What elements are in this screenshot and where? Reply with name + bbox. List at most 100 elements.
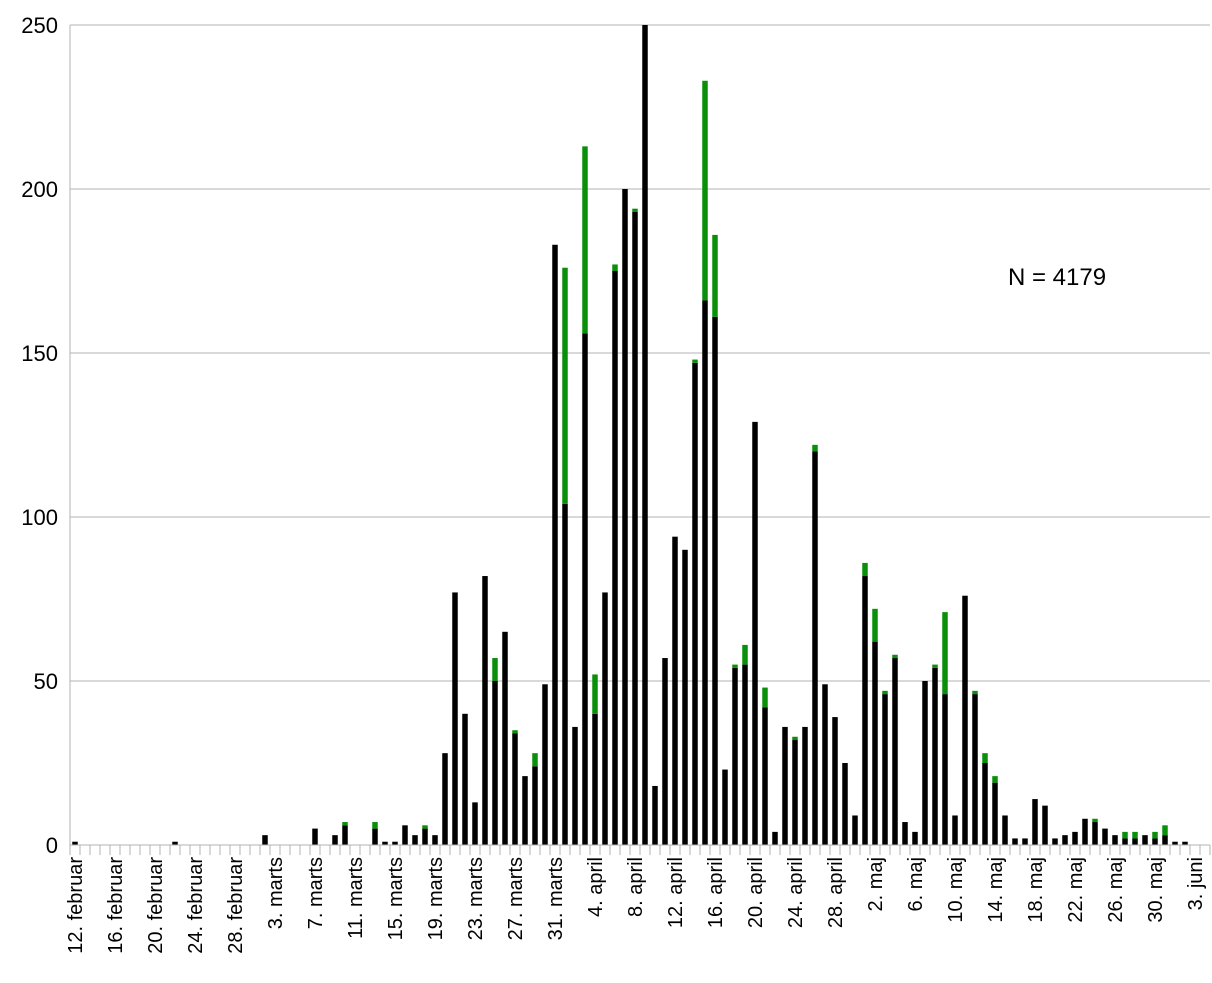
bar-base-segment [482,576,488,845]
bar-base-segment [372,828,378,845]
bar-base-segment [612,271,618,845]
x-tick-label: 22. maj [1065,857,1087,923]
y-tick-label: 100 [21,505,58,530]
bar-base-segment [962,595,968,845]
bar-base-segment [982,763,988,845]
bar-base-segment [312,828,318,845]
bar-base-segment [762,707,768,845]
bar-base-segment [1012,838,1018,845]
bar-base-segment [1042,805,1048,845]
bar-base-segment [542,684,548,845]
x-tick-label: 12. februar [65,857,87,954]
x-tick-label: 23. marts [465,857,487,940]
bar-base-segment [452,592,458,845]
bar-top-segment [512,730,518,734]
bar-base-segment [672,536,678,845]
x-tick-label: 19. marts [425,857,447,940]
bar-base-segment [582,333,588,845]
bar-base-segment [782,726,788,845]
x-tick-label: 24. februar [185,857,207,954]
x-tick-label: 31. marts [545,857,567,940]
x-tick-label: 16. april [705,857,727,928]
y-tick-label: 0 [46,833,58,858]
bar-base-segment [772,831,778,845]
bar-top-segment [862,562,868,577]
x-tick-label: 16. februar [105,857,127,954]
bar-base-segment [702,300,708,845]
x-tick-label: 28. april [825,857,847,928]
x-tick-label: 20. februar [145,857,167,954]
bar-top-segment [612,264,618,271]
x-tick-label: 18. maj [1025,857,1047,923]
bar-base-segment [1182,841,1188,845]
bar-top-segment [882,690,888,695]
bar-base-segment [172,841,178,845]
bar-base-segment [1132,838,1138,845]
bar-base-segment [812,451,818,845]
bar-top-segment [422,825,428,829]
x-tick-label: 3. juni [1185,857,1207,910]
bar-base-segment [712,316,718,845]
bar-base-segment [1122,838,1128,845]
bar-base-segment [1092,822,1098,845]
bar-top-segment [702,80,708,301]
bar-base-segment [652,785,658,845]
bar-base-segment [1082,818,1088,845]
bar-top-segment [1092,818,1098,823]
bar-base-segment [722,769,728,845]
bar-base-segment [342,825,348,845]
bar-base-segment [692,362,698,845]
y-tick-label: 50 [34,669,58,694]
x-tick-label: 30. maj [1145,857,1167,923]
bar-base-segment [592,713,598,845]
x-tick-label: 20. april [745,857,767,928]
bar-top-segment [692,359,698,363]
bar-base-segment [562,503,568,845]
bar-base-segment [572,726,578,845]
bar-top-segment [792,736,798,741]
x-tick-label: 14. maj [985,857,1007,923]
bar-base-segment [862,576,868,845]
bar-top-segment [892,654,898,659]
bar-top-segment [982,753,988,763]
bar-base-segment [602,592,608,845]
bar-base-segment [462,713,468,845]
bar-top-segment [1152,831,1158,839]
bar-top-segment [592,674,598,714]
bar-base-segment [682,549,688,845]
bar-top-segment [742,644,748,665]
bar-top-segment [1132,831,1138,839]
bar-top-segment [532,753,538,767]
bar-top-segment [372,822,378,829]
bar-base-segment [402,825,408,845]
x-tick-label: 11. marts [345,857,367,939]
bar-base-segment [552,244,558,845]
bar-base-segment [532,766,538,845]
bar-base-segment [1022,838,1028,845]
bar-base-segment [822,684,828,845]
bar-base-segment [662,658,668,845]
bar-base-segment [902,822,908,845]
bar-top-segment [762,687,768,708]
bar-base-segment [1072,831,1078,845]
x-tick-label: 8. april [625,857,647,917]
bar-base-segment [1142,835,1148,845]
x-tick-label: 15. marts [385,857,407,940]
labels: 0 50 100 150 200 250 12. februar 16. februar 20.… [21,13,1207,954]
y-tick-label: 250 [21,13,58,38]
bar-base-segment [1162,835,1168,845]
bar-top-segment [562,267,568,504]
bar-base-segment [842,763,848,845]
bar-base-segment [332,835,338,845]
bar-top-segment [992,776,998,783]
bar-top-segment [1122,831,1128,839]
bar-base-segment [1002,815,1008,845]
bar-top-segment [342,822,348,826]
bar-base-segment [942,694,948,845]
bar-base-segment [1172,841,1178,845]
y-tick-label: 150 [21,341,58,366]
bar-top-segment [972,690,978,695]
x-tick-label: 4. april [585,857,607,917]
bar-base-segment [732,667,738,845]
